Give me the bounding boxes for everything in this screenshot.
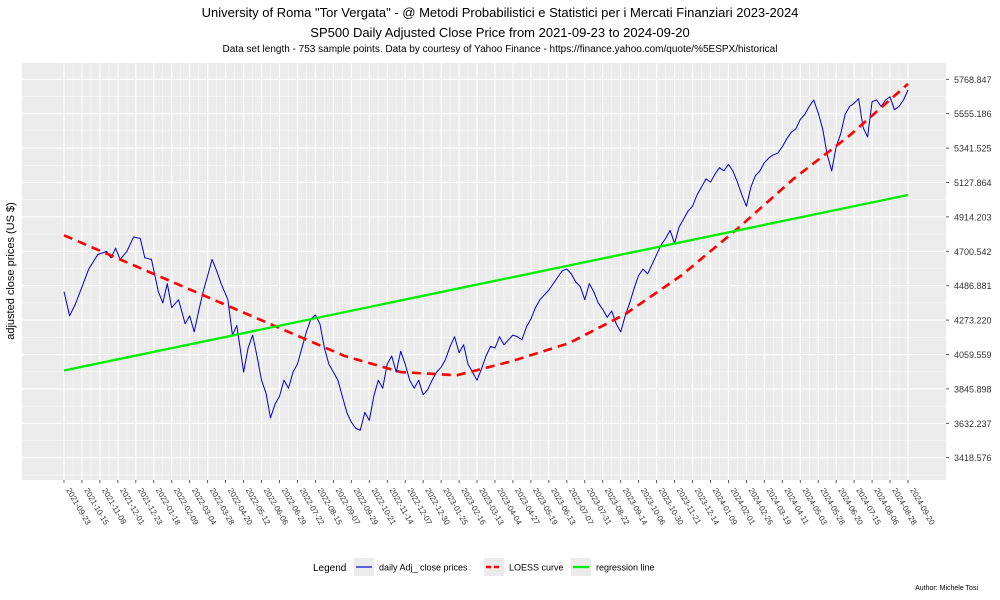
legend: Legend daily Adj_ close prices LOESS curve… [313,558,655,576]
legend-title: Legend [313,563,346,574]
chart-subtitle: SP500 Daily Adjusted Close Price from 20… [310,25,690,40]
y-axis-label: adjusted close prices (US $) [5,202,17,340]
legend-label: LOESS curve [509,563,564,573]
y-tick-label: 5127.864 [954,178,992,188]
chart-title: University of Roma "Tor Vergata" - @ Met… [201,5,799,20]
y-tick-label: 3632.237 [954,419,992,429]
author-credit: Author: Michele Tosi [915,585,978,592]
y-tick-label: 3845.898 [954,384,992,394]
y-axis: 3418.576 3632.237 3845.898 4059.559 4273.220… [946,75,992,463]
plot-panel [22,63,946,480]
y-tick-label: 4700.542 [954,247,992,257]
legend-label: daily Adj_ close prices [379,563,468,573]
y-tick-label: 5341.525 [954,144,992,154]
y-tick-label: 4059.559 [954,350,992,360]
y-tick-label: 4273.220 [954,316,992,326]
series-layer [63,82,909,431]
grid-minor [22,63,946,480]
y-tick-label: 4914.203 [954,212,992,222]
loess-curve [63,82,909,377]
y-tick-label: 5768.847 [954,75,992,85]
x-axis: 2021-09-232021-10-152021-11-082021-12-01… [63,480,937,527]
y-tick-label: 3418.576 [954,453,992,463]
y-tick-label: 4486.881 [954,281,992,291]
grid-major [22,63,946,480]
price-line [63,89,909,431]
chart-caption: Data set length - 753 sample points. Dat… [222,44,778,55]
y-tick-label: 5555.186 [954,109,992,119]
legend-label: regression line [596,563,655,573]
regression-line [63,193,909,372]
